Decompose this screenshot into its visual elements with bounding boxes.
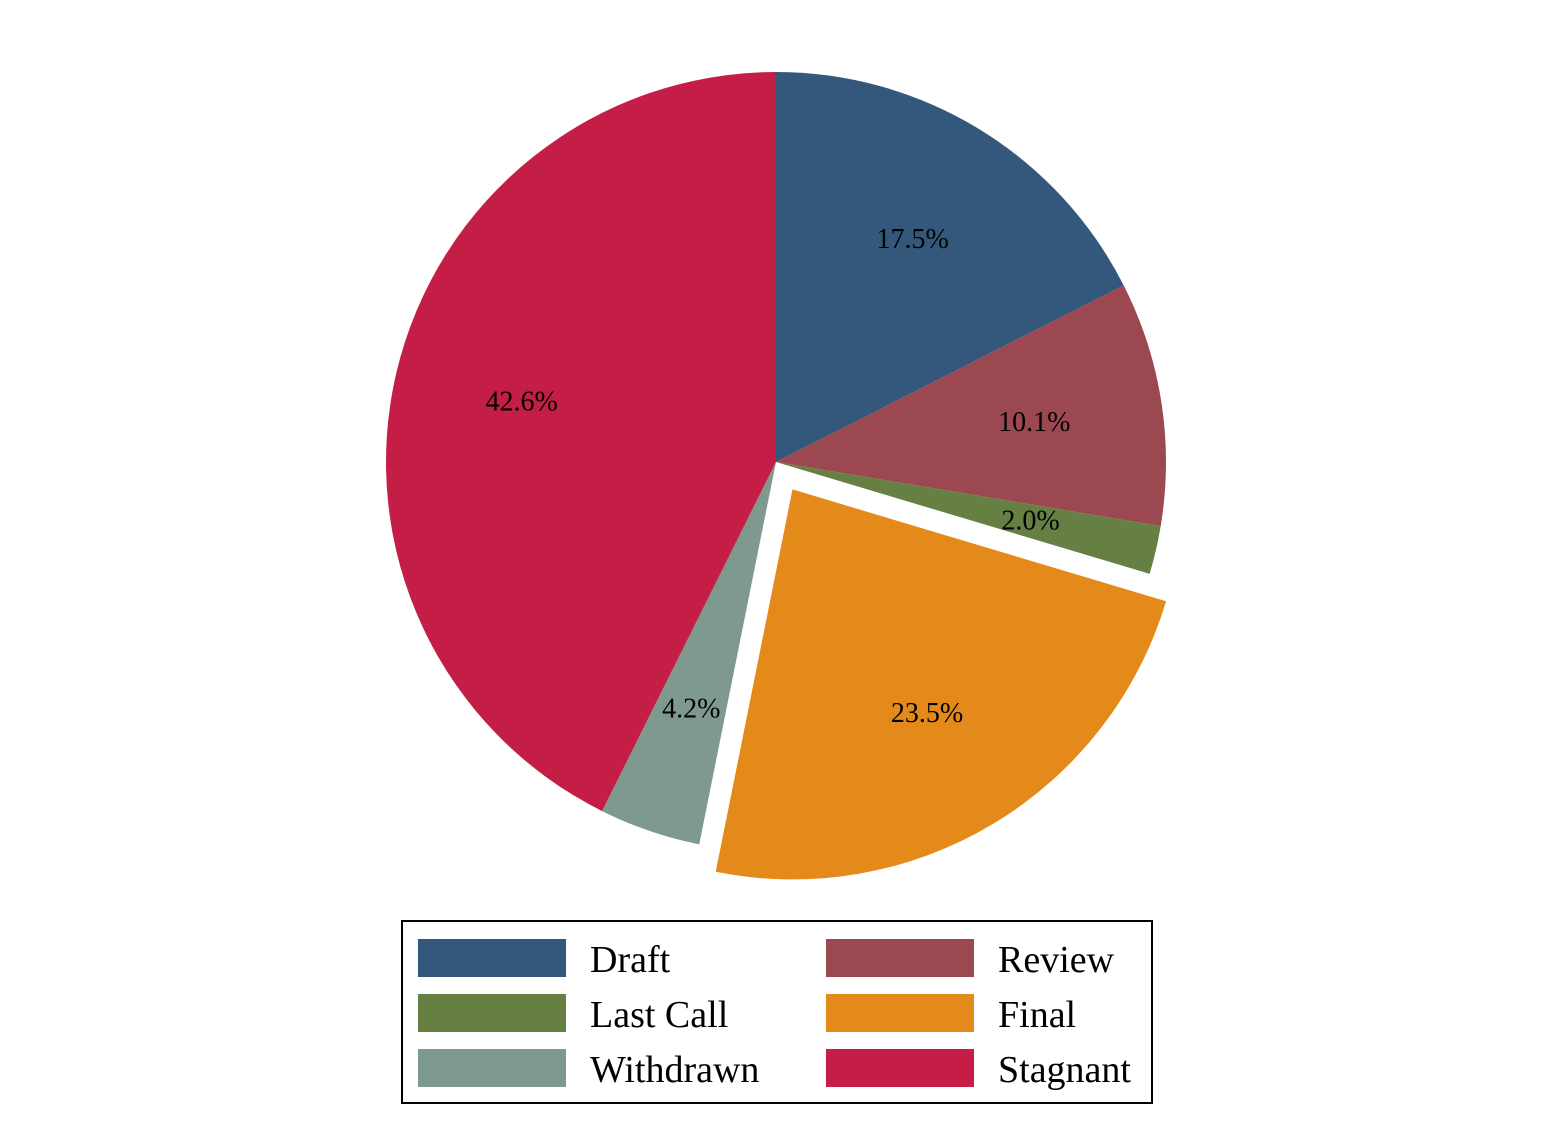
slice-label-draft: 17.5% [876, 224, 948, 255]
slice-label-withdrawn: 4.2% [662, 694, 720, 725]
legend-label-review: Review [998, 939, 1115, 981]
legend-label-final: Final [998, 994, 1076, 1036]
legend-label-stagnant: Stagnant [998, 1049, 1131, 1091]
legend-swatch-draft [418, 939, 566, 977]
legend-label-last-call: Last Call [590, 994, 728, 1036]
legend-label-draft: Draft [590, 939, 671, 981]
slice-label-stagnant: 42.6% [485, 387, 557, 418]
pie-slice-draft [776, 72, 1124, 462]
legend-swatch-final [826, 994, 974, 1032]
pie-slice-review [776, 285, 1166, 527]
legend: Draft Review Last Call Final Withdrawn Stagna… [401, 920, 1153, 1104]
slice-label-final: 23.5% [891, 698, 963, 729]
legend-swatch-withdrawn [418, 1049, 566, 1087]
slice-label-last-call: 2.0% [1001, 506, 1059, 537]
pie-slice-labels: 17.5% 10.1% 2.0% 23.5% 4.2% 42.6% [485, 224, 1070, 729]
pie-slice-stagnant [386, 72, 776, 812]
pie-slice-last-call [776, 462, 1161, 574]
legend-swatch-last-call [418, 994, 566, 1032]
legend-label-withdrawn: Withdrawn [590, 1049, 759, 1091]
pie-slice-withdrawn [602, 462, 776, 845]
pie-slices [386, 72, 1167, 880]
legend-swatch-stagnant [826, 1049, 974, 1087]
pie-slice-final [715, 489, 1167, 880]
legend-swatch-review [826, 939, 974, 977]
slice-label-review: 10.1% [998, 407, 1070, 438]
